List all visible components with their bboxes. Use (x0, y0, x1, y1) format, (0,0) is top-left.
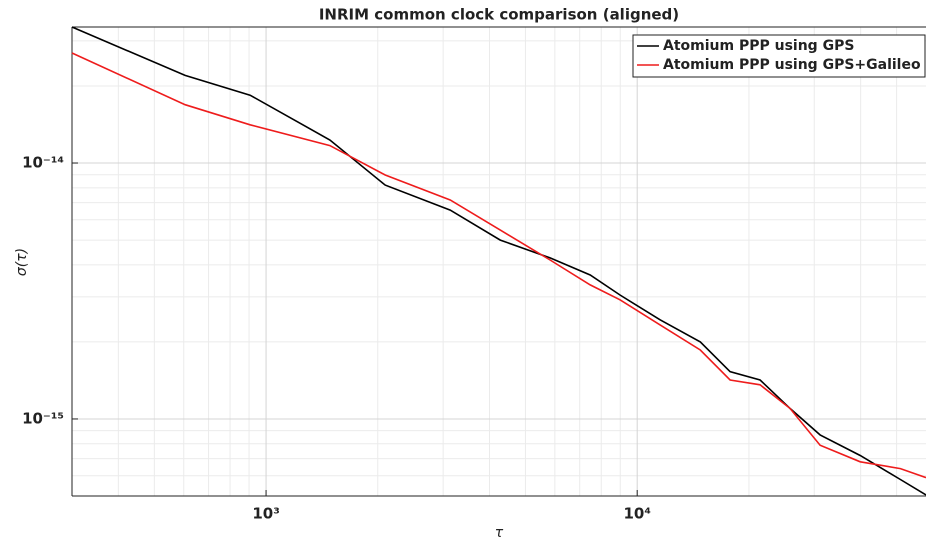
y-tick-label: 10⁻¹⁵ (22, 409, 64, 427)
plot-area (72, 27, 926, 496)
x-tick-label: 10⁴ (623, 505, 650, 523)
data-line (71, 52, 926, 479)
data-line (71, 26, 926, 496)
x-axis-label: τ (495, 525, 504, 541)
legend-label: Atomium PPP using GPS (663, 38, 854, 54)
x-tick-label: 10³ (252, 505, 279, 523)
chart-title: INRIM common clock comparison (aligned) (319, 6, 679, 24)
y-axis-label: σ(τ) (14, 248, 30, 276)
legend-box (632, 34, 926, 78)
legend-label: Atomium PPP using GPS+Galileo (663, 57, 921, 73)
y-tick-label: 10⁻¹⁴ (22, 154, 64, 172)
